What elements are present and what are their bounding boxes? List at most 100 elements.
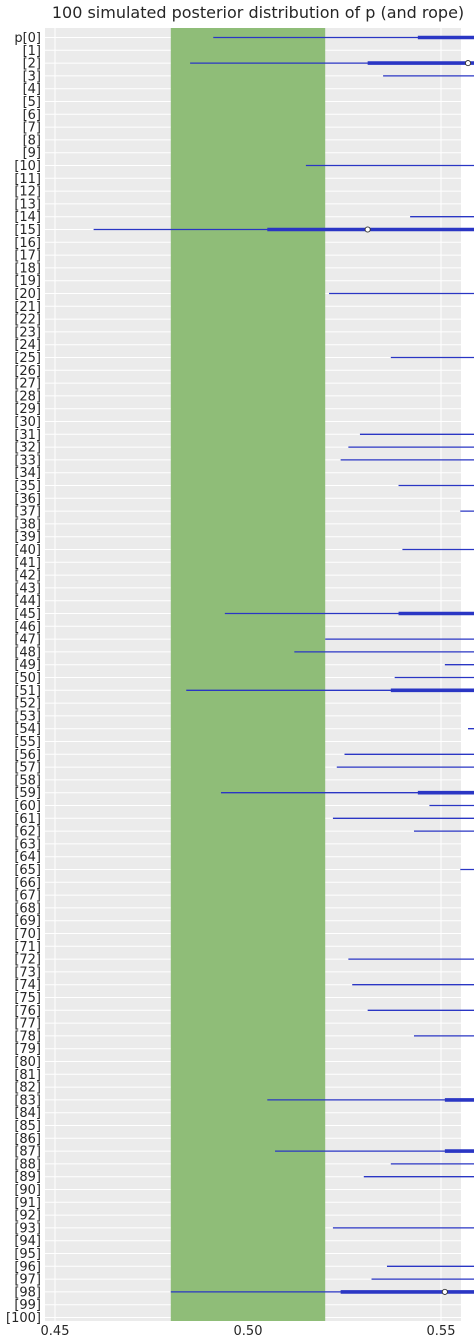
y-tick-label: [29] [14, 402, 41, 417]
y-tick-label: [2] [23, 57, 41, 72]
y-tick-label: [33] [14, 453, 41, 468]
y-tick-label: [48] [14, 645, 41, 660]
forest-row [460, 868, 474, 871]
y-tick-label: [78] [14, 1029, 41, 1044]
y-tick-label: [10] [14, 159, 41, 174]
y-tick-labels: p[0][1][2][3][4][5][6][7][8][9][10][11][… [6, 31, 41, 1326]
forest-row [170, 1288, 474, 1295]
y-tick-label: [55] [14, 735, 41, 750]
forest-row [359, 433, 474, 435]
y-tick-label: [51] [14, 684, 41, 699]
y-tick-label: [17] [14, 249, 41, 264]
y-tick-label: [52] [14, 697, 41, 712]
y-tick-label: [72] [14, 953, 41, 968]
y-tick-label: [16] [14, 236, 41, 251]
y-tick-label: [28] [14, 389, 41, 404]
y-tick-label: [49] [14, 658, 41, 673]
y-tick-label: [11] [14, 172, 41, 187]
x-tick-label: 0.50 [234, 1324, 263, 1339]
y-tick-label: [21] [14, 300, 41, 315]
forest-row [468, 728, 474, 730]
y-tick-label: [90] [14, 1183, 41, 1198]
y-tick-label: [79] [14, 1042, 41, 1057]
forest-row [325, 638, 474, 640]
y-tick-label: [67] [14, 889, 41, 904]
y-tick-label: [15] [14, 223, 41, 238]
y-tick-label: [68] [14, 901, 41, 916]
forest-row [348, 446, 474, 448]
y-tick-label: [36] [14, 492, 41, 507]
y-tick-label: [44] [14, 594, 41, 609]
y-tick-label: [8] [23, 133, 41, 148]
y-tick-label: [19] [14, 274, 41, 289]
y-tick-label: [22] [14, 313, 41, 328]
y-tick-label: [83] [14, 1093, 41, 1108]
forest-row [460, 510, 474, 512]
median-point [364, 226, 371, 233]
forest-row [267, 1098, 474, 1102]
y-tick-label: [80] [14, 1055, 41, 1070]
forest-row [352, 984, 474, 986]
y-tick-label: [71] [14, 940, 41, 955]
forest-row [220, 790, 474, 795]
y-tick-label: [96] [14, 1260, 41, 1275]
y-tick-label: [87] [14, 1145, 41, 1160]
y-tick-label: [100] [6, 1311, 41, 1326]
y-tick-label: [76] [14, 1004, 41, 1019]
y-tick-label: [39] [14, 530, 41, 545]
y-tick-label: [46] [14, 620, 41, 635]
y-tick-label: [69] [14, 914, 41, 929]
forest-row [294, 651, 474, 653]
y-tick-label: [41] [14, 556, 41, 571]
y-tick-label: [26] [14, 364, 41, 379]
y-tick-label: [43] [14, 581, 41, 596]
y-tick-label: [18] [14, 261, 41, 276]
y-tick-label: [53] [14, 709, 41, 724]
y-tick-label: [92] [14, 1209, 41, 1224]
forest-row [224, 611, 474, 616]
y-tick-label: [50] [14, 671, 41, 686]
y-tick-label: [91] [14, 1196, 41, 1211]
y-tick-label: [45] [14, 607, 41, 622]
y-tick-label: [54] [14, 722, 41, 737]
y-tick-label: [3] [23, 69, 41, 84]
y-tick-label: [98] [14, 1285, 41, 1300]
y-tick-label: [31] [14, 428, 41, 443]
y-tick-label: [85] [14, 1119, 41, 1134]
forest-rows [93, 35, 474, 1295]
median-point [464, 60, 472, 67]
y-tick-label: [89] [14, 1170, 41, 1185]
y-tick-label: [12] [14, 185, 41, 200]
y-tick-label: [57] [14, 761, 41, 776]
x-tick-label: 0.45 [41, 1324, 70, 1339]
forest-row [332, 1227, 474, 1229]
y-tick-label: [32] [14, 441, 41, 456]
y-tick-label: [70] [14, 927, 41, 942]
y-tick-label: [4] [23, 82, 41, 97]
y-tick-label: [77] [14, 1017, 41, 1032]
y-tick-label: p[0] [14, 31, 41, 46]
y-tick-label: [65] [14, 863, 41, 878]
y-tick-label: [13] [14, 197, 41, 212]
y-tick-label: [86] [14, 1132, 41, 1147]
forest-row [367, 1009, 474, 1011]
y-tick-label: [62] [14, 825, 41, 840]
y-tick-label: [24] [14, 338, 41, 353]
y-tick-label: [7] [23, 121, 41, 136]
y-tick-label: [84] [14, 1106, 41, 1121]
y-tick-label: [60] [14, 799, 41, 814]
y-tick-label: [23] [14, 325, 41, 340]
y-tick-label: [59] [14, 786, 41, 801]
y-tick-label: [37] [14, 505, 41, 520]
forest-row [190, 60, 474, 67]
y-tick-label: [6] [23, 108, 41, 123]
y-tick-label: [94] [14, 1234, 41, 1249]
y-tick-label: [82] [14, 1081, 41, 1096]
x-tick-labels: 0.450.500.550.600.650.700.750.80 [41, 1324, 456, 1339]
forest-row [332, 817, 474, 819]
y-tick-label: [93] [14, 1221, 41, 1236]
y-tick-label: [30] [14, 415, 41, 430]
y-tick-label: [42] [14, 569, 41, 584]
y-tick-label: [20] [14, 287, 41, 302]
y-tick-label: [25] [14, 351, 41, 366]
